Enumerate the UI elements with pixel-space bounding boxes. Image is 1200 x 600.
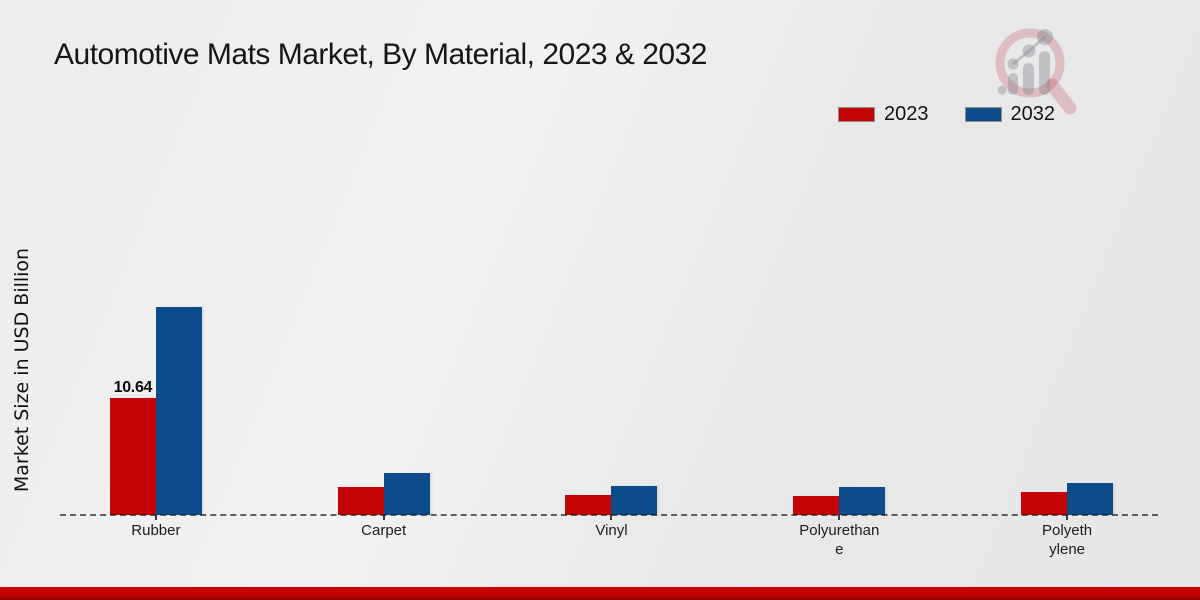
y-axis-label: Market Size in USD Billion [11, 247, 33, 493]
bar-2023-vinyl [565, 495, 612, 515]
bar-2032-rubber [155, 307, 202, 515]
category-group-polyurethane: Polyurethan e [725, 0, 953, 558]
bar-2032-polyurethane [839, 487, 886, 515]
category-group-vinyl: Vinyl [498, 0, 726, 539]
legend-swatch-2032 [964, 107, 1002, 122]
category-group-rubber: Rubber 10.64 [42, 0, 270, 539]
bar-2023-polyethylene [1021, 492, 1068, 515]
bar-2023-polyurethane [793, 496, 840, 515]
footer-accent-bar [0, 587, 1200, 600]
bar-2023-rubber [109, 398, 156, 515]
legend: 2023 2032 [838, 103, 1055, 126]
x-axis-tick [1066, 515, 1069, 520]
plot-area: Rubber 10.64 Carpet Vinyl Polyurethan e Polye… [42, 0, 1181, 558]
x-axis-category-label: Carpet [361, 522, 407, 539]
x-axis-category-label: Polyurethan e [799, 522, 880, 558]
x-axis-category-label: Vinyl [595, 522, 628, 539]
brand-watermark-logo-icon [995, 28, 1077, 115]
legend-item-2023: 2023 [838, 103, 929, 126]
chart-title: Automotive Mats Market, By Material, 202… [54, 38, 707, 71]
bar-value-label: 10.64 [113, 379, 153, 396]
x-axis-tick [610, 515, 613, 520]
legend-swatch-2023 [838, 107, 875, 122]
legend-label-2032: 2032 [1010, 103, 1056, 125]
legend-item-2032: 2032 [964, 103, 1056, 126]
x-axis-tick [838, 515, 841, 520]
bar-2032-carpet [383, 473, 430, 515]
category-group-polyethylene: Polyeth ylene [953, 0, 1181, 558]
x-axis-category-label: Rubber [131, 522, 181, 539]
x-axis-tick [382, 515, 385, 520]
bar-2032-vinyl [611, 486, 658, 515]
x-axis-zero-baseline [60, 513, 1158, 516]
category-group-carpet: Carpet [270, 0, 498, 539]
x-axis-category-label: Polyeth ylene [1042, 522, 1093, 558]
bar-2032-polyethylene [1067, 483, 1114, 515]
x-axis-tick [154, 515, 157, 520]
bar-2023-carpet [337, 487, 384, 515]
legend-label-2023: 2023 [884, 103, 929, 125]
